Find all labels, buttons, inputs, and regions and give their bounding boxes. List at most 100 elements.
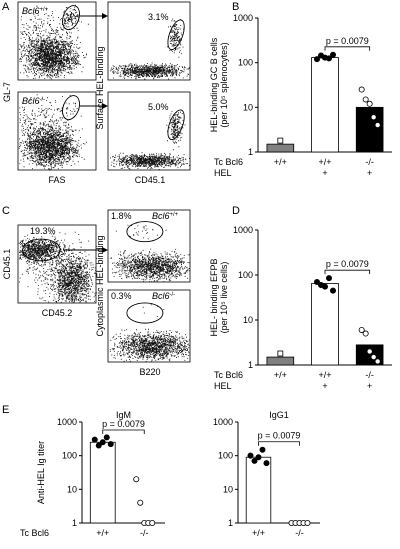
- point: [277, 350, 284, 357]
- y-axis-label: HEL- binding EFPB: [209, 258, 219, 336]
- point: [304, 520, 311, 527]
- x-tick-label: +/+: [274, 370, 287, 380]
- x-tick-label: +: [322, 168, 327, 178]
- y-tick-label: 1: [228, 518, 233, 528]
- flow-events: [109, 304, 190, 362]
- significance-bracket: [102, 429, 145, 434]
- panel-label: D: [232, 205, 240, 217]
- point: [366, 348, 373, 355]
- gate: [167, 19, 185, 51]
- point: [133, 476, 140, 483]
- gate: [167, 109, 185, 141]
- point: [325, 55, 332, 62]
- y-axis-label: (per 10⁵ live cells): [219, 262, 229, 334]
- axis-label: B220: [139, 367, 160, 377]
- point: [321, 283, 328, 290]
- axis-label: CD45.2: [42, 308, 73, 318]
- point: [247, 452, 254, 459]
- y-tick-label: 10: [223, 484, 233, 494]
- p-value: p = 0.0079: [326, 36, 369, 46]
- gate: [126, 221, 164, 243]
- p-value: p = 0.0079: [326, 259, 369, 269]
- y-tick-label: 1: [248, 360, 253, 370]
- y-tick-label: 1000: [233, 225, 253, 235]
- point: [259, 446, 266, 453]
- y-tick-label: 1000: [57, 417, 77, 427]
- genotype: +/+: [170, 212, 179, 218]
- flow-label: 3.1%: [148, 12, 169, 22]
- y-tick-label: 1000: [213, 417, 233, 427]
- gene: Bcl6: [22, 6, 40, 16]
- point: [263, 460, 270, 467]
- y-tick-label: 10: [67, 484, 77, 494]
- flow-label: 0.3%: [111, 291, 132, 301]
- p-value: p = 0.0079: [102, 419, 145, 429]
- axis-label: GL-7: [2, 82, 12, 102]
- flow-label: 5.0%: [148, 102, 169, 112]
- panel-label: B: [232, 1, 239, 13]
- gene: Bcl6: [152, 211, 170, 221]
- flow-events: [18, 231, 97, 303]
- bar: [266, 143, 295, 153]
- y-tick-label: 1: [72, 518, 77, 528]
- y-tick-label: 10: [243, 102, 253, 112]
- gate: [62, 95, 80, 121]
- flow-events: [110, 111, 190, 171]
- point: [329, 51, 336, 58]
- y-tick-label: 100: [218, 451, 233, 461]
- axis-label: CD45.1: [2, 249, 12, 280]
- flow-events: [110, 222, 190, 283]
- point: [277, 137, 284, 144]
- y-axis-label: (per 10⁵ splenocytes): [219, 42, 229, 127]
- point: [313, 56, 320, 63]
- bar: [355, 106, 384, 153]
- x-tick-label: +/+: [318, 370, 331, 380]
- genotype: -/-: [40, 97, 46, 103]
- axis-label: CD45.1: [135, 175, 166, 185]
- significance-bracket: [324, 46, 371, 51]
- point: [107, 441, 114, 448]
- y-tick-label: 1: [248, 147, 253, 157]
- x-tick-label: +/+: [274, 157, 287, 167]
- p-value: p = 0.0079: [258, 431, 301, 441]
- x-tick-label: -/-: [365, 157, 374, 167]
- flow-label: 0.3%: [58, 146, 79, 156]
- panel-label: E: [2, 404, 9, 416]
- flow-events: [18, 4, 89, 80]
- point: [358, 326, 365, 333]
- point: [313, 278, 320, 285]
- point: [370, 114, 377, 121]
- genotype-label: Bcl6-/-: [152, 291, 175, 301]
- point: [362, 330, 369, 337]
- point: [325, 275, 332, 282]
- axis-label: Cytoplasmic HEL-binding: [95, 235, 105, 336]
- significance-bracket: [258, 441, 300, 446]
- gate: [62, 5, 80, 31]
- row-label: HEL: [214, 168, 232, 178]
- gene: Bcl6: [152, 291, 170, 301]
- row-label: Tc Bcl6: [214, 370, 243, 380]
- gene: Bcl6: [22, 96, 40, 106]
- point: [137, 499, 144, 506]
- point: [95, 442, 102, 449]
- panel-label: A: [2, 1, 10, 13]
- x-tick-label: -/-: [295, 528, 304, 538]
- point: [374, 122, 381, 129]
- x-tick-label: -/-: [365, 370, 374, 380]
- axis-label: Surface HEL-binding: [95, 46, 105, 129]
- x-tick-label: +: [367, 168, 372, 178]
- x-tick-label: +/+: [252, 528, 265, 538]
- x-tick-label: -/-: [140, 528, 149, 538]
- genotype: -/-: [170, 292, 176, 298]
- point: [99, 439, 106, 446]
- y-tick-label: 10: [243, 315, 253, 325]
- panel-label: C: [2, 205, 10, 217]
- flow-events: [110, 18, 190, 81]
- chart-title: IgM: [116, 410, 131, 420]
- bar: [311, 57, 339, 153]
- point: [358, 86, 365, 93]
- bar: [89, 441, 116, 524]
- gate: [22, 238, 61, 262]
- y-tick-label: 100: [238, 58, 253, 68]
